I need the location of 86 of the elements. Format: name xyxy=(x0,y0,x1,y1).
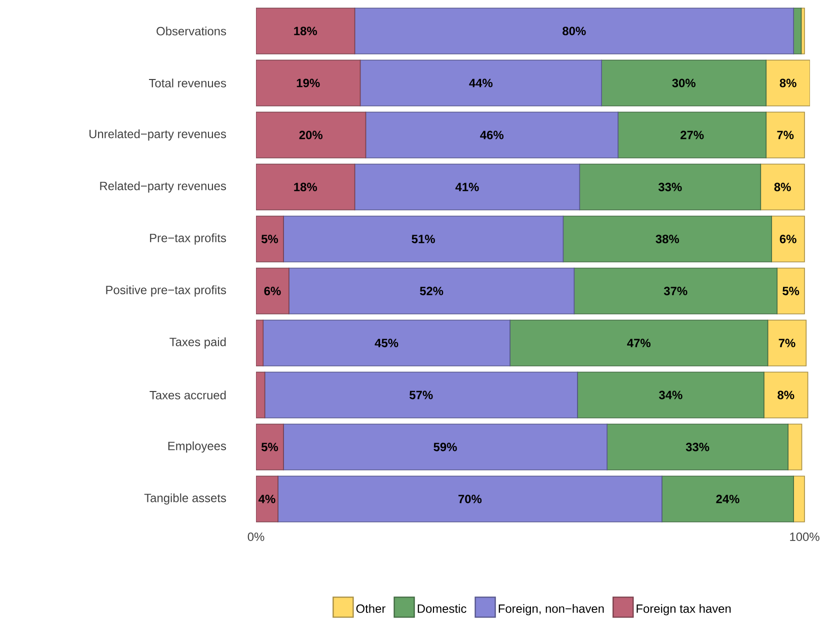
bar xyxy=(354,164,580,210)
data-label: 47% xyxy=(627,338,651,348)
y-tick-label: Total revenues xyxy=(148,78,226,88)
bar xyxy=(288,268,575,314)
bar xyxy=(776,268,805,314)
data-label: 18% xyxy=(294,182,318,192)
y-tick-label: Employees xyxy=(168,441,226,453)
data-label: 41% xyxy=(455,182,479,192)
bar xyxy=(278,476,662,522)
bar xyxy=(766,112,805,158)
data-label: 33% xyxy=(658,182,682,192)
bar xyxy=(264,372,578,418)
y-tick-label: Positive pre−tax profits xyxy=(106,285,226,297)
data-label: 20% xyxy=(299,130,322,140)
data-label: 4% xyxy=(258,494,276,504)
bar xyxy=(788,424,802,470)
bar xyxy=(256,8,356,54)
legend-label: Other xyxy=(356,604,386,613)
bar xyxy=(256,164,356,210)
bar xyxy=(767,320,807,366)
bar xyxy=(579,164,762,210)
data-label: 45% xyxy=(374,338,398,348)
bar xyxy=(574,268,778,314)
y-tick-label: Taxes paid xyxy=(170,337,226,349)
data-label: 34% xyxy=(659,390,682,400)
data-label: 37% xyxy=(664,286,688,296)
data-label: 8% xyxy=(774,182,791,192)
bar xyxy=(256,372,266,418)
y-tick-label: Related−party revenues xyxy=(100,181,226,193)
bar xyxy=(606,424,788,470)
bar xyxy=(601,60,767,106)
data-label: 6% xyxy=(780,234,796,244)
bar xyxy=(618,112,767,158)
data-label: 30% xyxy=(672,78,696,88)
y-tick-label: Pre−tax profits xyxy=(150,233,226,245)
data-label: 52% xyxy=(420,286,444,296)
data-label: 7% xyxy=(777,130,794,140)
data-label: 57% xyxy=(410,390,433,400)
bar xyxy=(766,60,810,106)
legend-label: Domestic xyxy=(418,604,466,613)
data-label: 51% xyxy=(412,234,435,244)
data-label: 8% xyxy=(780,78,796,88)
data-label: 27% xyxy=(680,130,704,140)
bar xyxy=(262,320,510,366)
data-label: 80% xyxy=(562,26,586,36)
legend-label: Foreign tax haven xyxy=(636,604,731,616)
bar xyxy=(360,60,602,106)
data-label: 7% xyxy=(778,338,796,348)
data-label: 18% xyxy=(294,26,318,36)
y-tick-label: Tangible assets xyxy=(144,493,226,505)
bar xyxy=(365,112,618,158)
data-label: 70% xyxy=(458,494,482,504)
bar xyxy=(771,216,805,262)
bar xyxy=(562,216,772,262)
bar xyxy=(256,216,284,262)
bar xyxy=(256,268,290,314)
x-tick-label: 0% xyxy=(248,532,264,541)
bar xyxy=(283,424,608,470)
bar xyxy=(283,216,564,262)
y-tick-label: Observations xyxy=(156,26,226,36)
data-label: 8% xyxy=(778,390,794,400)
bar xyxy=(793,476,805,522)
bar xyxy=(354,8,794,54)
bar xyxy=(764,372,808,418)
bar xyxy=(256,60,361,106)
data-label: 6% xyxy=(264,286,281,296)
legend-label: Foreign, non−haven xyxy=(498,604,604,616)
data-label: 5% xyxy=(261,442,278,452)
data-label: 24% xyxy=(716,494,740,504)
bar xyxy=(760,164,805,210)
y-tick-label: Unrelated−party revenues xyxy=(90,129,226,141)
x-tick-label: 100% xyxy=(790,532,820,541)
data-label: 44% xyxy=(469,78,493,88)
data-label: 59% xyxy=(434,442,457,452)
data-label: 38% xyxy=(656,234,680,244)
bar xyxy=(256,112,366,158)
data-label: 46% xyxy=(480,130,504,140)
bar xyxy=(256,424,284,470)
data-label: 5% xyxy=(782,286,800,296)
bar xyxy=(510,320,768,366)
bar xyxy=(662,476,794,522)
data-label: 19% xyxy=(296,78,320,88)
y-tick-label: Taxes accrued xyxy=(150,390,226,400)
bar xyxy=(577,372,764,418)
data-label: 33% xyxy=(686,442,710,452)
data-label: 5% xyxy=(261,234,278,244)
